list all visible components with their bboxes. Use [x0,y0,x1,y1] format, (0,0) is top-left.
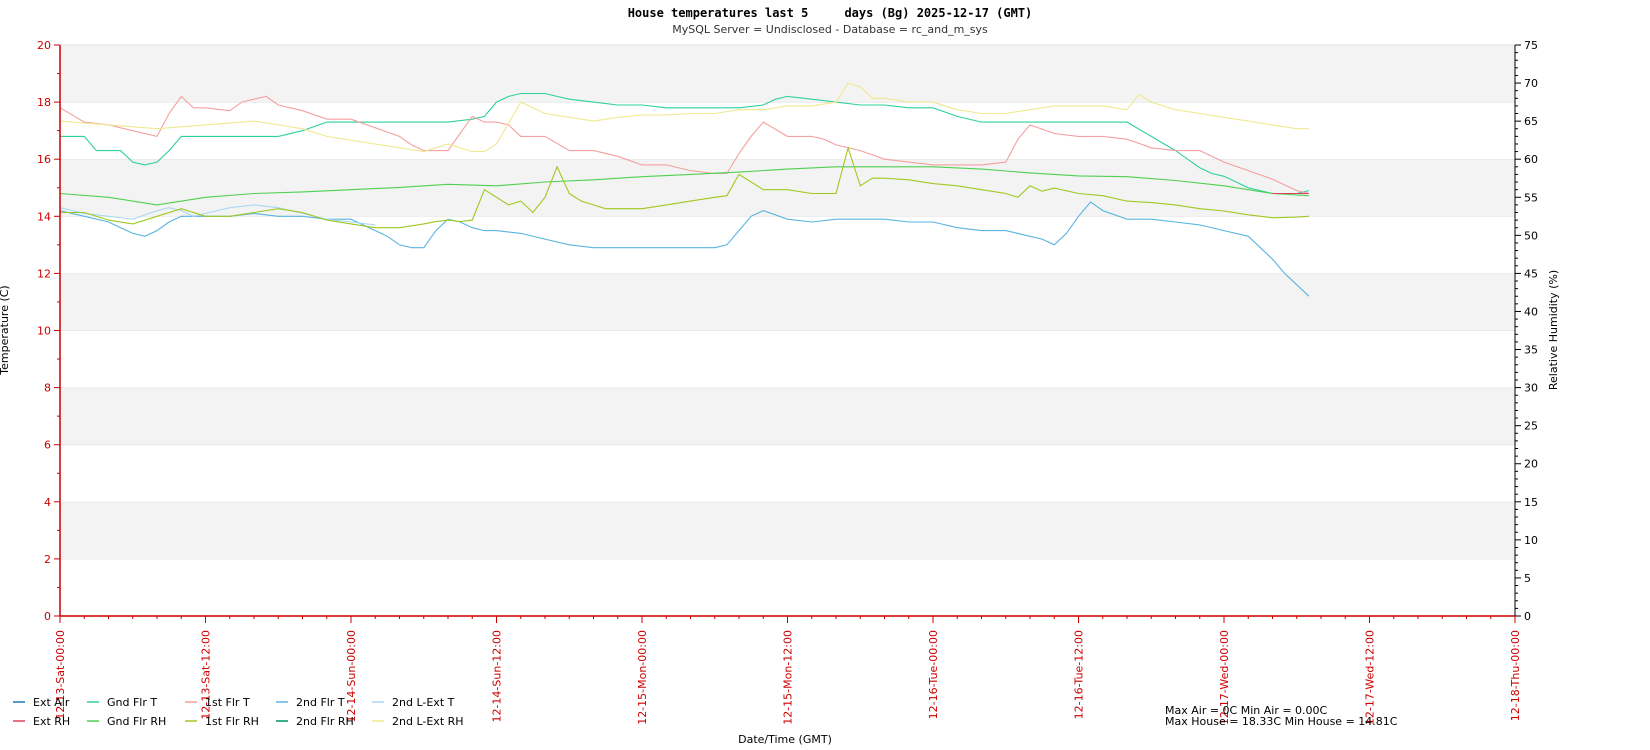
grid-band [60,216,1515,274]
grid-band [60,444,1515,502]
y-axis-label-right: Relative Humidity (%) [1547,270,1560,390]
x-tick-label: 12-18-Thu-00:00 [1509,630,1522,721]
series-lines [59,82,1310,297]
y-tick-label-right: 60 [1524,153,1538,166]
grid-bands [60,44,1515,616]
grid-band [60,387,1515,445]
series-line-2nd-l-ext-rh [59,82,1309,153]
legend-label: Gnd Flr RH [107,715,166,728]
x-tick-label: 12-16-Tue-12:00 [1073,630,1086,719]
x-tick-label: 12-16-Tue-00:00 [927,630,940,719]
y-tick-label-right: 55 [1524,191,1538,204]
grid-band [60,273,1515,331]
legend-label: 2nd Flr RH [296,715,354,728]
legend-label: 2nd L-Ext RH [392,715,464,728]
grid-band [60,558,1515,616]
y-tick-label-left: 4 [44,496,51,509]
grid-band [60,501,1515,559]
y-axis-label-left: Temperature (C) [0,285,11,375]
legend-label: Ext Air [33,696,70,709]
y-tick-label-left: 16 [37,153,51,166]
chart-subtitle: MySQL Server = Undisclosed - Database = … [672,23,988,36]
y-tick-label-right: 30 [1524,382,1538,395]
tick-labels: 0 2 4 6 8 10 12 14 16 18 20 0 5 10 15 20 25 30 35 40 45 50 55 6… [37,39,1538,725]
series-line-1st-flr-t [59,95,1310,195]
grid-band [60,45,1515,103]
x-tick-label: 12-13-Sat-00:00 [54,630,67,720]
x-tick-label: 12-17-Wed-00:00 [1218,630,1231,725]
y-tick-label-right: 20 [1524,458,1538,471]
legend-label: Gnd Flr T [107,696,157,709]
y-tick-label-left: 18 [37,96,51,109]
grid-band [60,102,1515,160]
x-tick-label: 12-15-Mon-12:00 [782,630,795,725]
x-tick-label: 12-15-Mon-00:00 [636,630,649,725]
y-tick-label-right: 40 [1524,305,1538,318]
y-tick-label-right: 70 [1524,77,1538,90]
legend-label: 1st Flr T [205,696,250,709]
y-tick-label-right: 45 [1524,267,1538,280]
series-line-2nd-flr-t [59,201,1310,297]
y-tick-label-left: 8 [44,382,51,395]
legend-label: Ext RH [33,715,70,728]
y-tick-label-left: 20 [37,39,51,52]
x-tick-label: 12-14-Sun-00:00 [345,630,358,723]
x-tick-label: 12-17-Wed-12:00 [1364,630,1377,725]
y-tick-label-right: 25 [1524,420,1538,433]
y-tick-label-left: 10 [37,325,51,338]
series-line-gnd-flr-t [60,92,1310,195]
y-tick-label-left: 14 [37,210,51,223]
y-tick-label-right: 75 [1524,39,1538,52]
y-tick-label-left: 12 [37,267,51,280]
grid-band [60,330,1515,388]
x-tick-label: 12-13-Sat-12:00 [200,630,213,720]
stats-line-1: Max Air = 0C Min Air = 0.00C [1165,704,1328,717]
y-tick-label-right: 35 [1524,344,1538,357]
y-tick-label-right: 10 [1524,534,1538,547]
y-tick-label-left: 2 [44,553,51,566]
y-tick-label-left: 0 [44,610,51,623]
stats-line-2: Max House = 18.33C Min House = 14.81C [1165,715,1398,728]
series-line-1st-flr-rh [60,145,1309,229]
x-tick-label: 12-14-Sun-12:00 [491,630,504,723]
y-tick-label-right: 0 [1524,610,1531,623]
y-tick-label-right: 50 [1524,229,1538,242]
x-axis-label: Date/Time (GMT) [738,733,832,746]
legend-label: 1st Flr RH [205,715,259,728]
y-tick-label-right: 15 [1524,496,1538,509]
legend-label: 2nd L-Ext T [392,696,455,709]
y-tick-label-left: 6 [44,439,51,452]
legend: Ext Air Gnd Flr T 1st Flr T 2nd Flr T 2nd L-… [13,696,464,728]
y-tick-label-right: 65 [1524,115,1538,128]
chart-title: House temperatures last 5 days (Bg) 2025… [628,6,1033,20]
y-tick-label-right: 5 [1524,572,1531,585]
legend-label: 2nd Flr T [296,696,345,709]
series-line-gnd-flr-rh [59,166,1309,206]
